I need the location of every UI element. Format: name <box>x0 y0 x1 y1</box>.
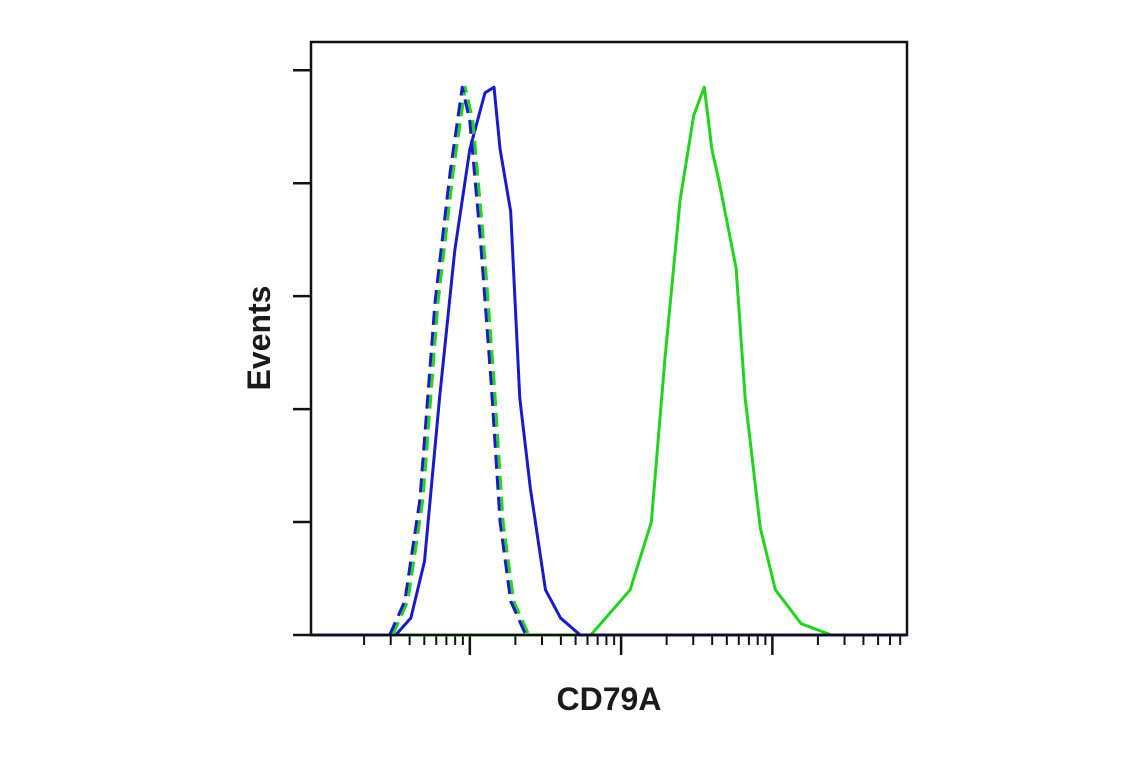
y-axis-label: Events <box>241 286 277 391</box>
histogram-line <box>388 85 528 636</box>
histogram-line <box>391 85 531 636</box>
x-axis-label: CD79A <box>557 681 662 717</box>
plot-frame <box>309 40 909 637</box>
histogram-line <box>311 85 907 637</box>
histogram-line <box>311 85 907 637</box>
